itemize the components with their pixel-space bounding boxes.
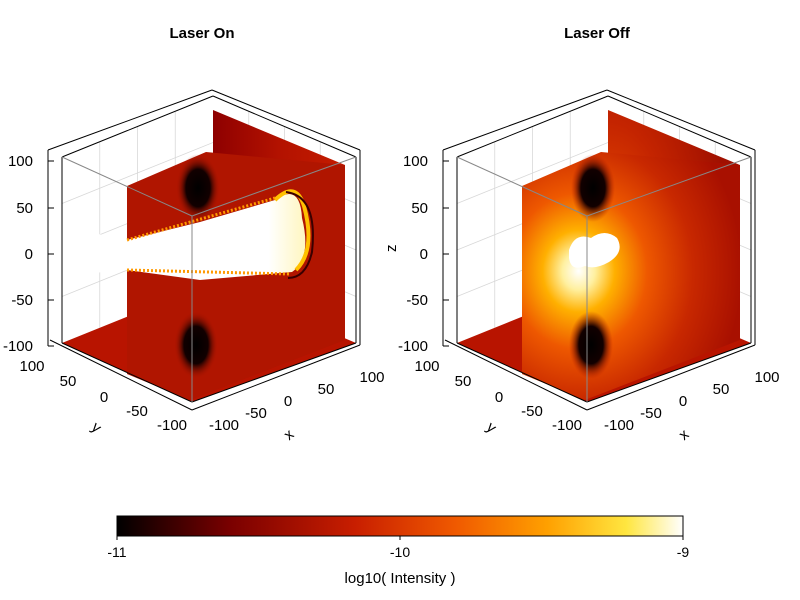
y-tick-label: -100 — [157, 417, 187, 434]
frame-edge — [61, 95, 214, 158]
x-tick-label: -100 — [604, 417, 634, 434]
panel-title: Laser Off — [564, 25, 631, 42]
slice-y0 — [522, 152, 740, 400]
z-axis-label: z — [383, 245, 400, 253]
dark-lobe-top — [571, 154, 615, 222]
z-tick-label: -100 — [3, 338, 33, 355]
x-tick-label: 0 — [284, 393, 292, 410]
y-tick-label: -100 — [552, 417, 582, 434]
x-tick-label: -50 — [245, 405, 267, 422]
axis-line — [47, 89, 213, 151]
frame-inner — [191, 156, 357, 217]
frame-inner — [586, 156, 752, 217]
y-tick-label: 100 — [414, 358, 439, 375]
z-tick-label: 0 — [420, 246, 428, 263]
x-axis-label: x — [676, 426, 693, 444]
x-tick-label: -100 — [209, 417, 239, 434]
x-tick-label: 50 — [713, 381, 730, 398]
frame-edge — [61, 342, 193, 403]
axis-line — [191, 344, 361, 411]
dark-lobe-top — [176, 154, 220, 222]
frame-edge — [191, 342, 357, 403]
frame-inner — [456, 156, 588, 217]
colorbar-tick-label: -10 — [390, 544, 410, 560]
axis-line — [211, 89, 361, 151]
frame-edge — [607, 95, 752, 158]
hotspot — [569, 233, 620, 268]
z-tick-label: 50 — [16, 200, 33, 217]
axis-line — [442, 89, 608, 151]
y-tick-label: 50 — [455, 373, 472, 390]
colorbar: -11 -10 -9 log10( Intensity ) — [107, 515, 690, 587]
colorbar-label: log10( Intensity ) — [345, 570, 456, 587]
beam-lower-fringe — [126, 268, 291, 276]
y-tick-label: 100 — [19, 358, 44, 375]
axis-line — [606, 89, 756, 151]
y-tick-label: 0 — [100, 389, 108, 406]
colorbar-tick-label: -9 — [677, 544, 690, 560]
y-tick-label: 50 — [60, 373, 77, 390]
y-tick-label: 0 — [495, 389, 503, 406]
y-tick-label: -50 — [521, 403, 543, 420]
z-tick-label: -100 — [398, 338, 428, 355]
beam-upper-fringe — [126, 196, 276, 242]
frame-inner — [61, 156, 193, 217]
axis-line — [49, 339, 193, 411]
z-tick-label: 0 — [25, 246, 33, 263]
z-tick-label: 100 — [403, 153, 428, 170]
x-tick-label: 50 — [318, 381, 335, 398]
axis-line — [586, 344, 756, 411]
frame-edge — [586, 342, 752, 403]
y-tick-label: -50 — [126, 403, 148, 420]
colorbar-tick-label: -11 — [107, 544, 126, 560]
z-tick-label: -50 — [406, 292, 428, 309]
x-tick-label: 100 — [754, 369, 779, 386]
x-tick-label: 100 — [359, 369, 384, 386]
dark-lobe-bottom — [174, 311, 218, 379]
z-tick-label: 50 — [411, 200, 428, 217]
frame-edge — [212, 95, 357, 158]
z-tick-label: 100 — [8, 153, 33, 170]
laser-beam — [60, 194, 306, 280]
x-tick-label: -50 — [640, 405, 662, 422]
x-tick-label: 0 — [679, 393, 687, 410]
axis-line — [444, 339, 588, 411]
beam-edge-dark-ring — [285, 191, 314, 279]
y-axis-label: y — [88, 419, 105, 437]
colorbar-gradient — [116, 515, 684, 537]
dark-lobe-bottom — [569, 311, 613, 379]
frame-edge — [456, 95, 609, 158]
panel-laser-off: Laser Off 100 50 0 -50 -100 z 100 50 0 -50 -100 y -10… — [383, 25, 780, 444]
x-axis-label: x — [281, 426, 298, 444]
z-tick-label: -50 — [11, 292, 33, 309]
panel-title: Laser On — [169, 25, 234, 42]
frame-edge — [456, 342, 588, 403]
y-axis-label: y — [483, 419, 500, 437]
